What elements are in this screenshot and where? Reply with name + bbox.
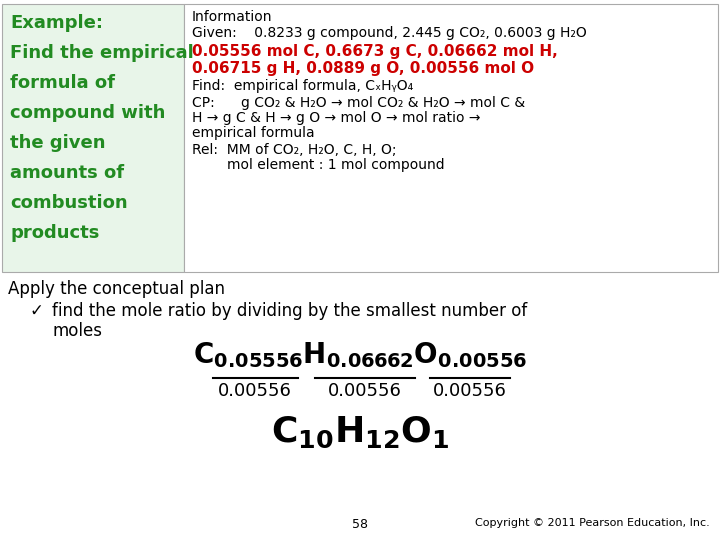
Text: Given:    0.8233 g compound, 2.445 g CO₂, 0.6003 g H₂O: Given: 0.8233 g compound, 2.445 g CO₂, 0… (192, 26, 587, 40)
Text: $\mathbf{C_{0.05556}H_{0.06662}O_{0.00556}}$: $\mathbf{C_{0.05556}H_{0.06662}O_{0.0055… (193, 340, 527, 370)
Text: $\mathbf{C_{10}H_{12}O_1}$: $\mathbf{C_{10}H_{12}O_1}$ (271, 415, 449, 450)
Text: 0.05556 mol C, 0.6673 g C, 0.06662 mol H,: 0.05556 mol C, 0.6673 g C, 0.06662 mol H… (192, 44, 558, 59)
Text: Copyright © 2011 Pearson Education, Inc.: Copyright © 2011 Pearson Education, Inc. (475, 518, 710, 528)
Text: Apply the conceptual plan: Apply the conceptual plan (8, 280, 225, 298)
Text: 0.00556: 0.00556 (218, 382, 292, 400)
Text: find the mole ratio by dividing by the smallest number of: find the mole ratio by dividing by the s… (52, 302, 527, 320)
Text: 0.00556: 0.00556 (433, 382, 507, 400)
Text: products: products (10, 224, 99, 242)
Text: mol element : 1 mol compound: mol element : 1 mol compound (192, 159, 445, 172)
Text: amounts of: amounts of (10, 164, 124, 182)
Text: H → g C & H → g O → mol O → mol ratio →: H → g C & H → g O → mol O → mol ratio → (192, 111, 480, 125)
FancyBboxPatch shape (184, 4, 718, 272)
Text: empirical formula: empirical formula (192, 126, 315, 140)
Text: 0.00556: 0.00556 (328, 382, 402, 400)
Text: ✓: ✓ (30, 302, 44, 320)
Text: Find the empirical: Find the empirical (10, 44, 194, 62)
Text: formula of: formula of (10, 74, 115, 92)
Text: moles: moles (52, 322, 102, 340)
Text: CP:      g CO₂ & H₂O → mol CO₂ & H₂O → mol C &: CP: g CO₂ & H₂O → mol CO₂ & H₂O → mol C … (192, 96, 525, 110)
FancyBboxPatch shape (2, 4, 184, 272)
Text: combustion: combustion (10, 194, 127, 212)
Text: Information: Information (192, 10, 272, 24)
Text: the given: the given (10, 134, 106, 152)
Text: Rel:  MM of CO₂, H₂O, C, H, O;: Rel: MM of CO₂, H₂O, C, H, O; (192, 143, 397, 157)
Text: compound with: compound with (10, 104, 166, 122)
Text: 58: 58 (352, 518, 368, 531)
Text: 0.06715 g H, 0.0889 g O, 0.00556 mol O: 0.06715 g H, 0.0889 g O, 0.00556 mol O (192, 62, 534, 77)
Text: Find:  empirical formula, CₓHᵧO₄: Find: empirical formula, CₓHᵧO₄ (192, 79, 413, 93)
Text: Example:: Example: (10, 14, 103, 32)
